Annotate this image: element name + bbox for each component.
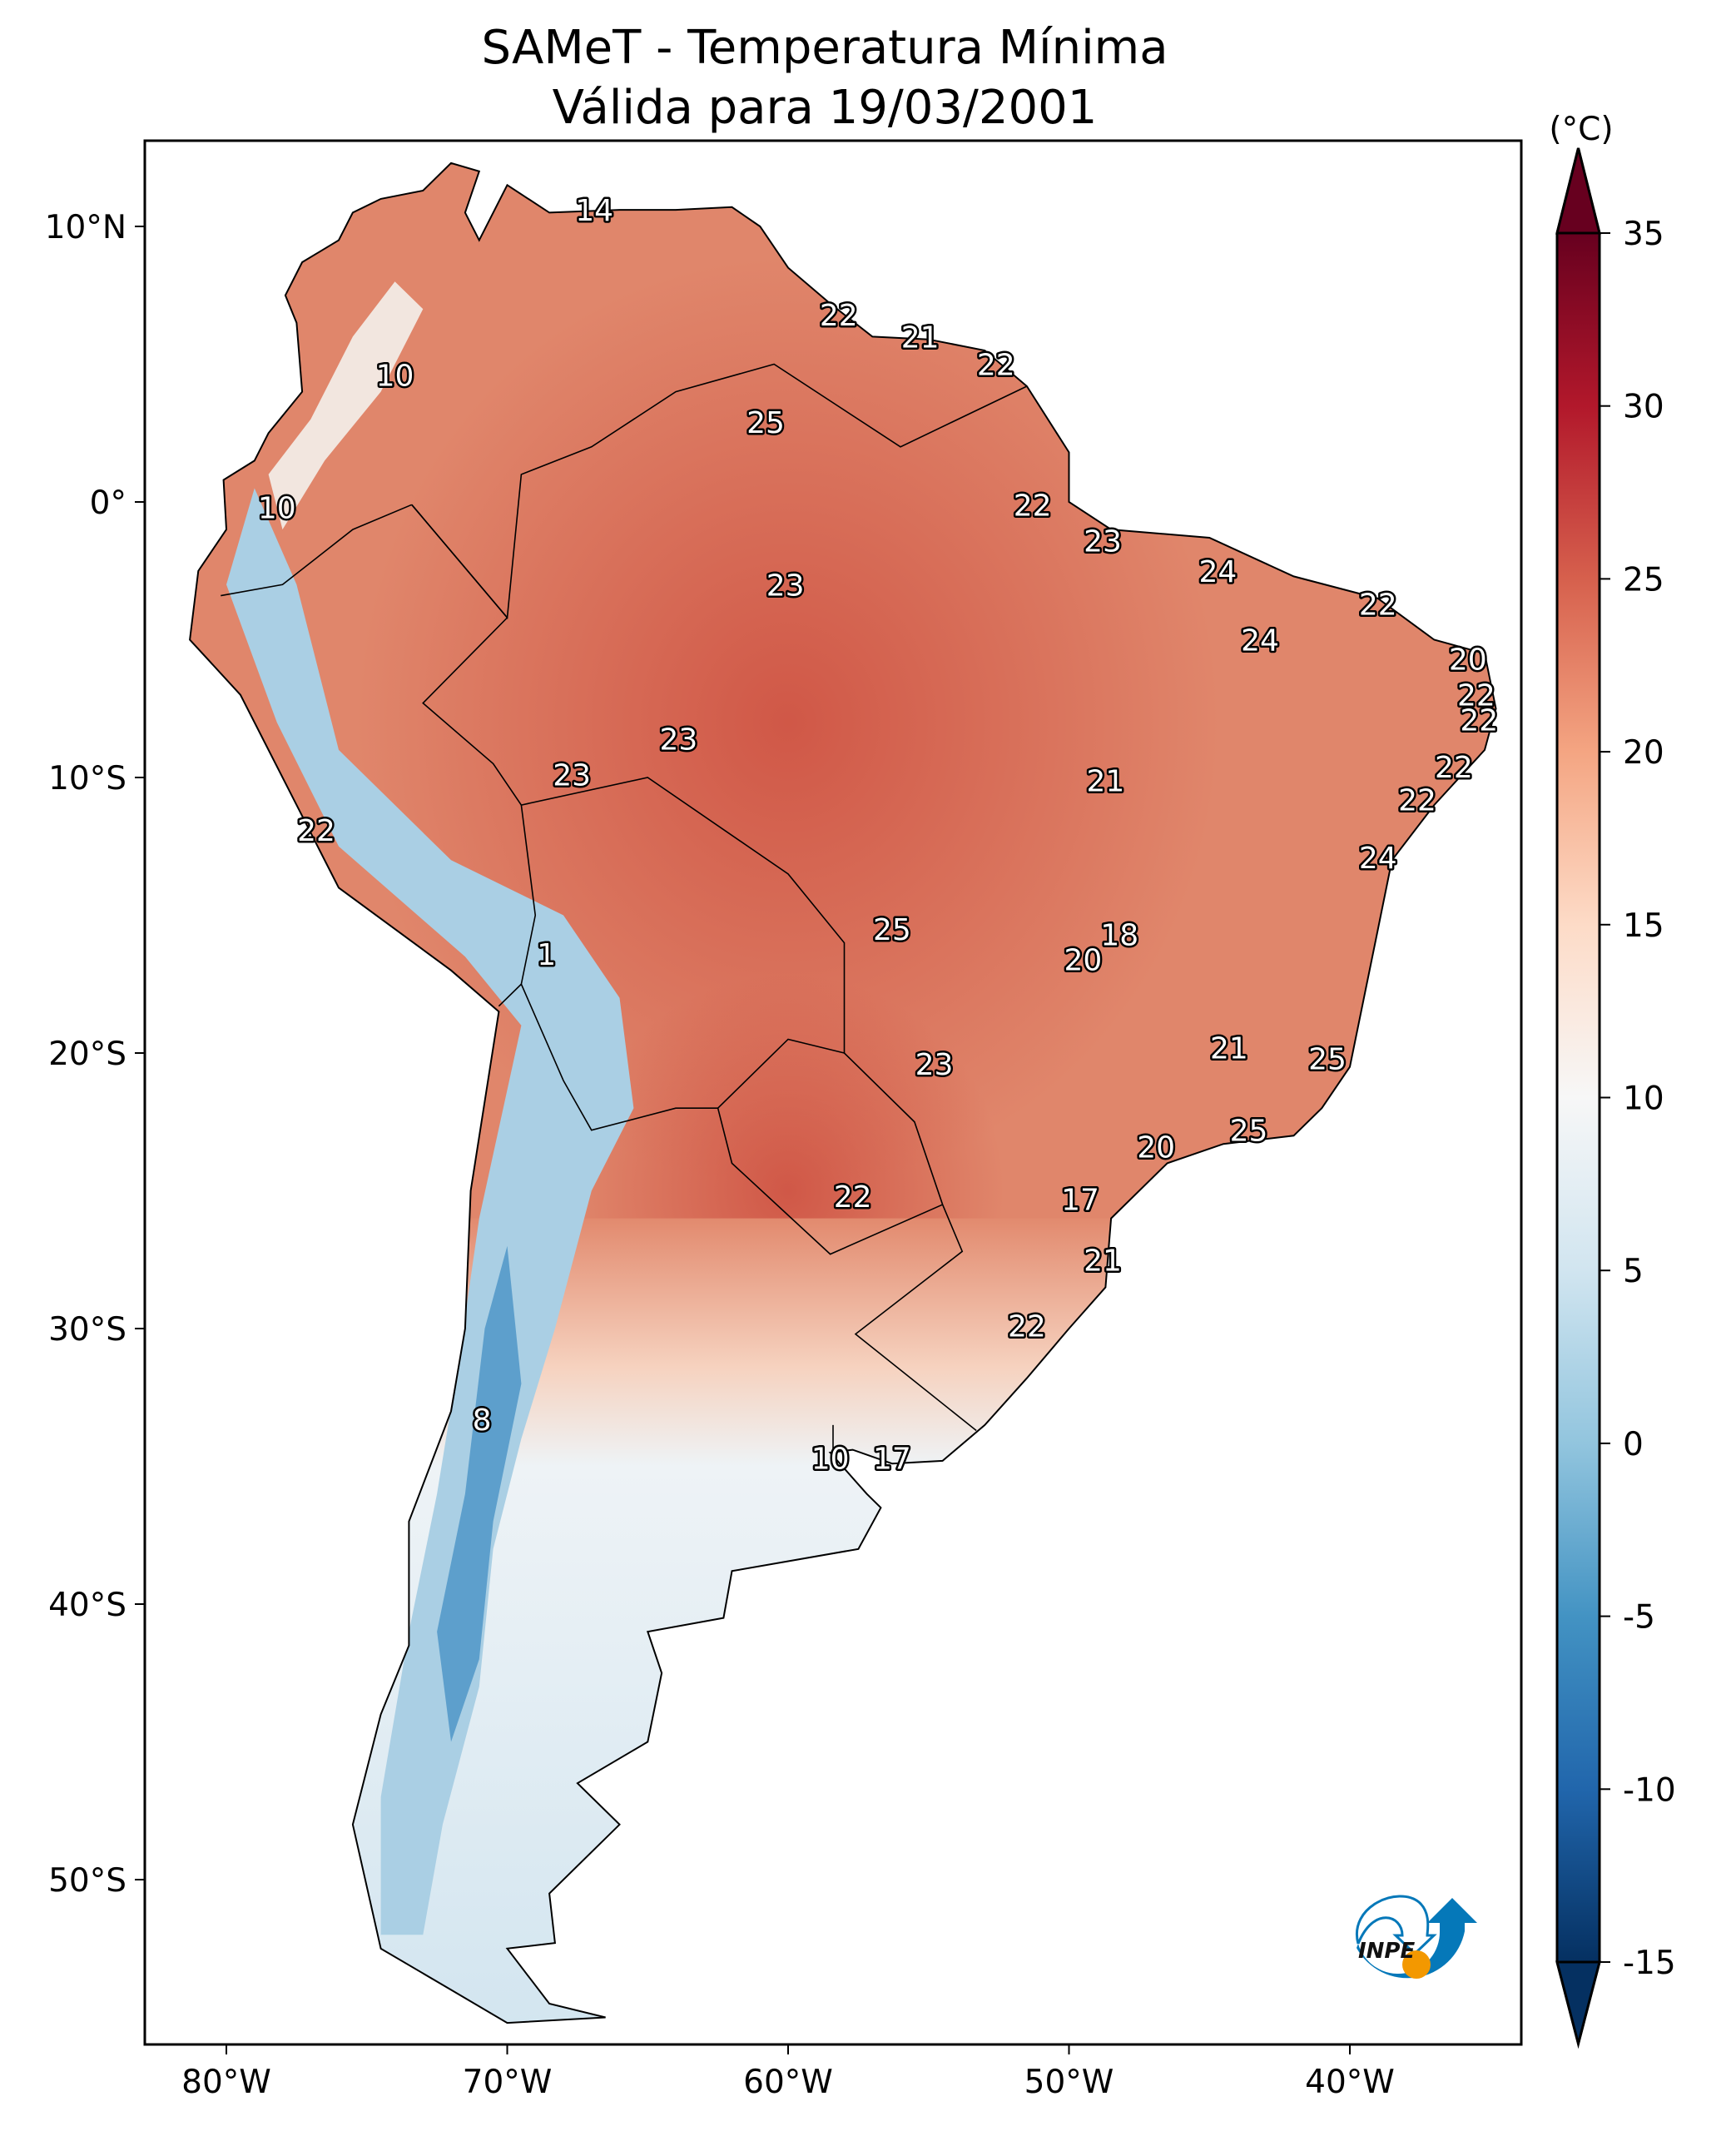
- station-value-label: 22: [1460, 703, 1498, 738]
- station-value-label: 22: [820, 299, 858, 333]
- station-value-label: 22: [977, 349, 1015, 383]
- station-value-label: 22: [1457, 679, 1495, 713]
- x-tick-label: 40°W: [1305, 2064, 1395, 2101]
- x-tick-label: 50°W: [1024, 2064, 1114, 2101]
- station-value-label: 23: [766, 569, 805, 603]
- station-value-label: 1: [537, 938, 556, 972]
- station-value-label: 8: [473, 1403, 492, 1438]
- station-value-label: 25: [1230, 1115, 1268, 1149]
- station-value-label: 23: [659, 723, 697, 758]
- station-value-label: 23: [1084, 524, 1122, 559]
- country-border: [520, 804, 845, 1131]
- station-value-label: 21: [1084, 1244, 1122, 1278]
- y-axis: 10°N 0° 10°S 20°S 30°S 40°S 50°S: [45, 209, 145, 1900]
- station-value-label: 20: [1064, 943, 1102, 977]
- title-line-1: SAMeT - Temperatura Mínima: [481, 21, 1168, 75]
- station-value-label: 22: [1398, 783, 1436, 817]
- colorbar-tick-label: 35: [1623, 216, 1664, 253]
- station-value-label: 21: [1210, 1031, 1248, 1066]
- andes-coldest-zone: [437, 1245, 522, 1742]
- country-borders: [221, 363, 1028, 1453]
- station-value-label: 24: [1198, 555, 1237, 589]
- andes-cold-zone: [226, 488, 634, 1935]
- inpe-logo-text: INPE: [1358, 1939, 1415, 1964]
- station-value-label: 24: [1359, 842, 1397, 876]
- station-value-label: 25: [873, 913, 911, 947]
- country-border: [717, 1108, 943, 1255]
- colorbar-tick-label: -10: [1623, 1771, 1676, 1809]
- colorbar-tick-label: 15: [1623, 907, 1664, 945]
- inpe-logo: INPE: [1355, 1895, 1477, 1979]
- station-value-label: 22: [1435, 751, 1473, 785]
- station-value-label: 10: [811, 1443, 850, 1477]
- y-tick-label: 10°N: [45, 209, 126, 246]
- colorbar-body: [1555, 147, 1601, 2049]
- y-tick-label: 40°S: [48, 1587, 126, 1624]
- country-border: [411, 504, 977, 1432]
- station-value-label: 17: [1061, 1183, 1099, 1217]
- colorbar-tick-label: -5: [1623, 1599, 1655, 1637]
- colorbar-tick-label: 0: [1623, 1426, 1644, 1463]
- colorbar-tick-label: 30: [1623, 389, 1664, 426]
- colorbar-tick-label: -15: [1623, 1945, 1676, 1982]
- x-tick-label: 60°W: [743, 2064, 833, 2101]
- station-value-label: 22: [1359, 588, 1397, 622]
- y-tick-label: 30°S: [48, 1311, 126, 1349]
- station-value-label: 18: [1100, 919, 1138, 953]
- station-value-label: 22: [1014, 489, 1052, 523]
- station-value-label: 25: [746, 406, 785, 440]
- station-value-label: 21: [1086, 764, 1124, 798]
- station-value-label: 22: [1008, 1310, 1046, 1344]
- station-value-label: 21: [901, 320, 940, 355]
- colorbar-tick-label: 5: [1623, 1253, 1644, 1290]
- colorbar-unit-label: (°C): [1549, 111, 1613, 148]
- country-border: [498, 983, 522, 1007]
- station-value-label: 25: [1308, 1043, 1347, 1077]
- station-value-label: 20: [1137, 1131, 1175, 1165]
- y-tick-label: 50°S: [48, 1862, 126, 1900]
- station-value-label: 23: [553, 759, 591, 793]
- coastline: [189, 161, 1497, 2024]
- title-line-2: Válida para 19/03/2001: [553, 81, 1098, 135]
- country-border: [221, 504, 413, 597]
- country-border: [411, 363, 1028, 619]
- y-tick-label: 20°S: [48, 1036, 126, 1073]
- station-value-label: 20: [1449, 643, 1487, 678]
- station-value-label: 17: [873, 1443, 911, 1477]
- x-axis: 80°W 70°W 60°W 50°W 40°W: [181, 2044, 1395, 2101]
- x-tick-label: 80°W: [181, 2064, 271, 2101]
- station-value-label: 24: [1241, 624, 1279, 658]
- y-tick-label: 0°: [90, 484, 126, 522]
- station-value-label: 10: [258, 492, 296, 526]
- station-value-label: 14: [575, 194, 613, 228]
- station-value-label: 22: [834, 1180, 872, 1215]
- colorbar-tick-label: 20: [1623, 734, 1664, 772]
- station-value-label: 23: [915, 1048, 954, 1082]
- colombian-andes-zone: [268, 281, 424, 530]
- colorbar: (°C) 35 30 25 20 15 10 5 0 -5 -10 -15: [1549, 111, 1676, 2049]
- map-frame: [143, 139, 1523, 2046]
- colorbar-tick-label: 10: [1623, 1080, 1664, 1118]
- colorbar-tick-label: 25: [1623, 561, 1664, 599]
- y-tick-label: 10°S: [48, 760, 126, 797]
- colorbar-max-extend: [1555, 147, 1601, 235]
- station-value-label: 10: [376, 360, 414, 394]
- station-value-label: 22: [297, 814, 335, 848]
- x-tick-label: 70°W: [463, 2064, 553, 2101]
- colorbar-min-extend: [1555, 1960, 1601, 2049]
